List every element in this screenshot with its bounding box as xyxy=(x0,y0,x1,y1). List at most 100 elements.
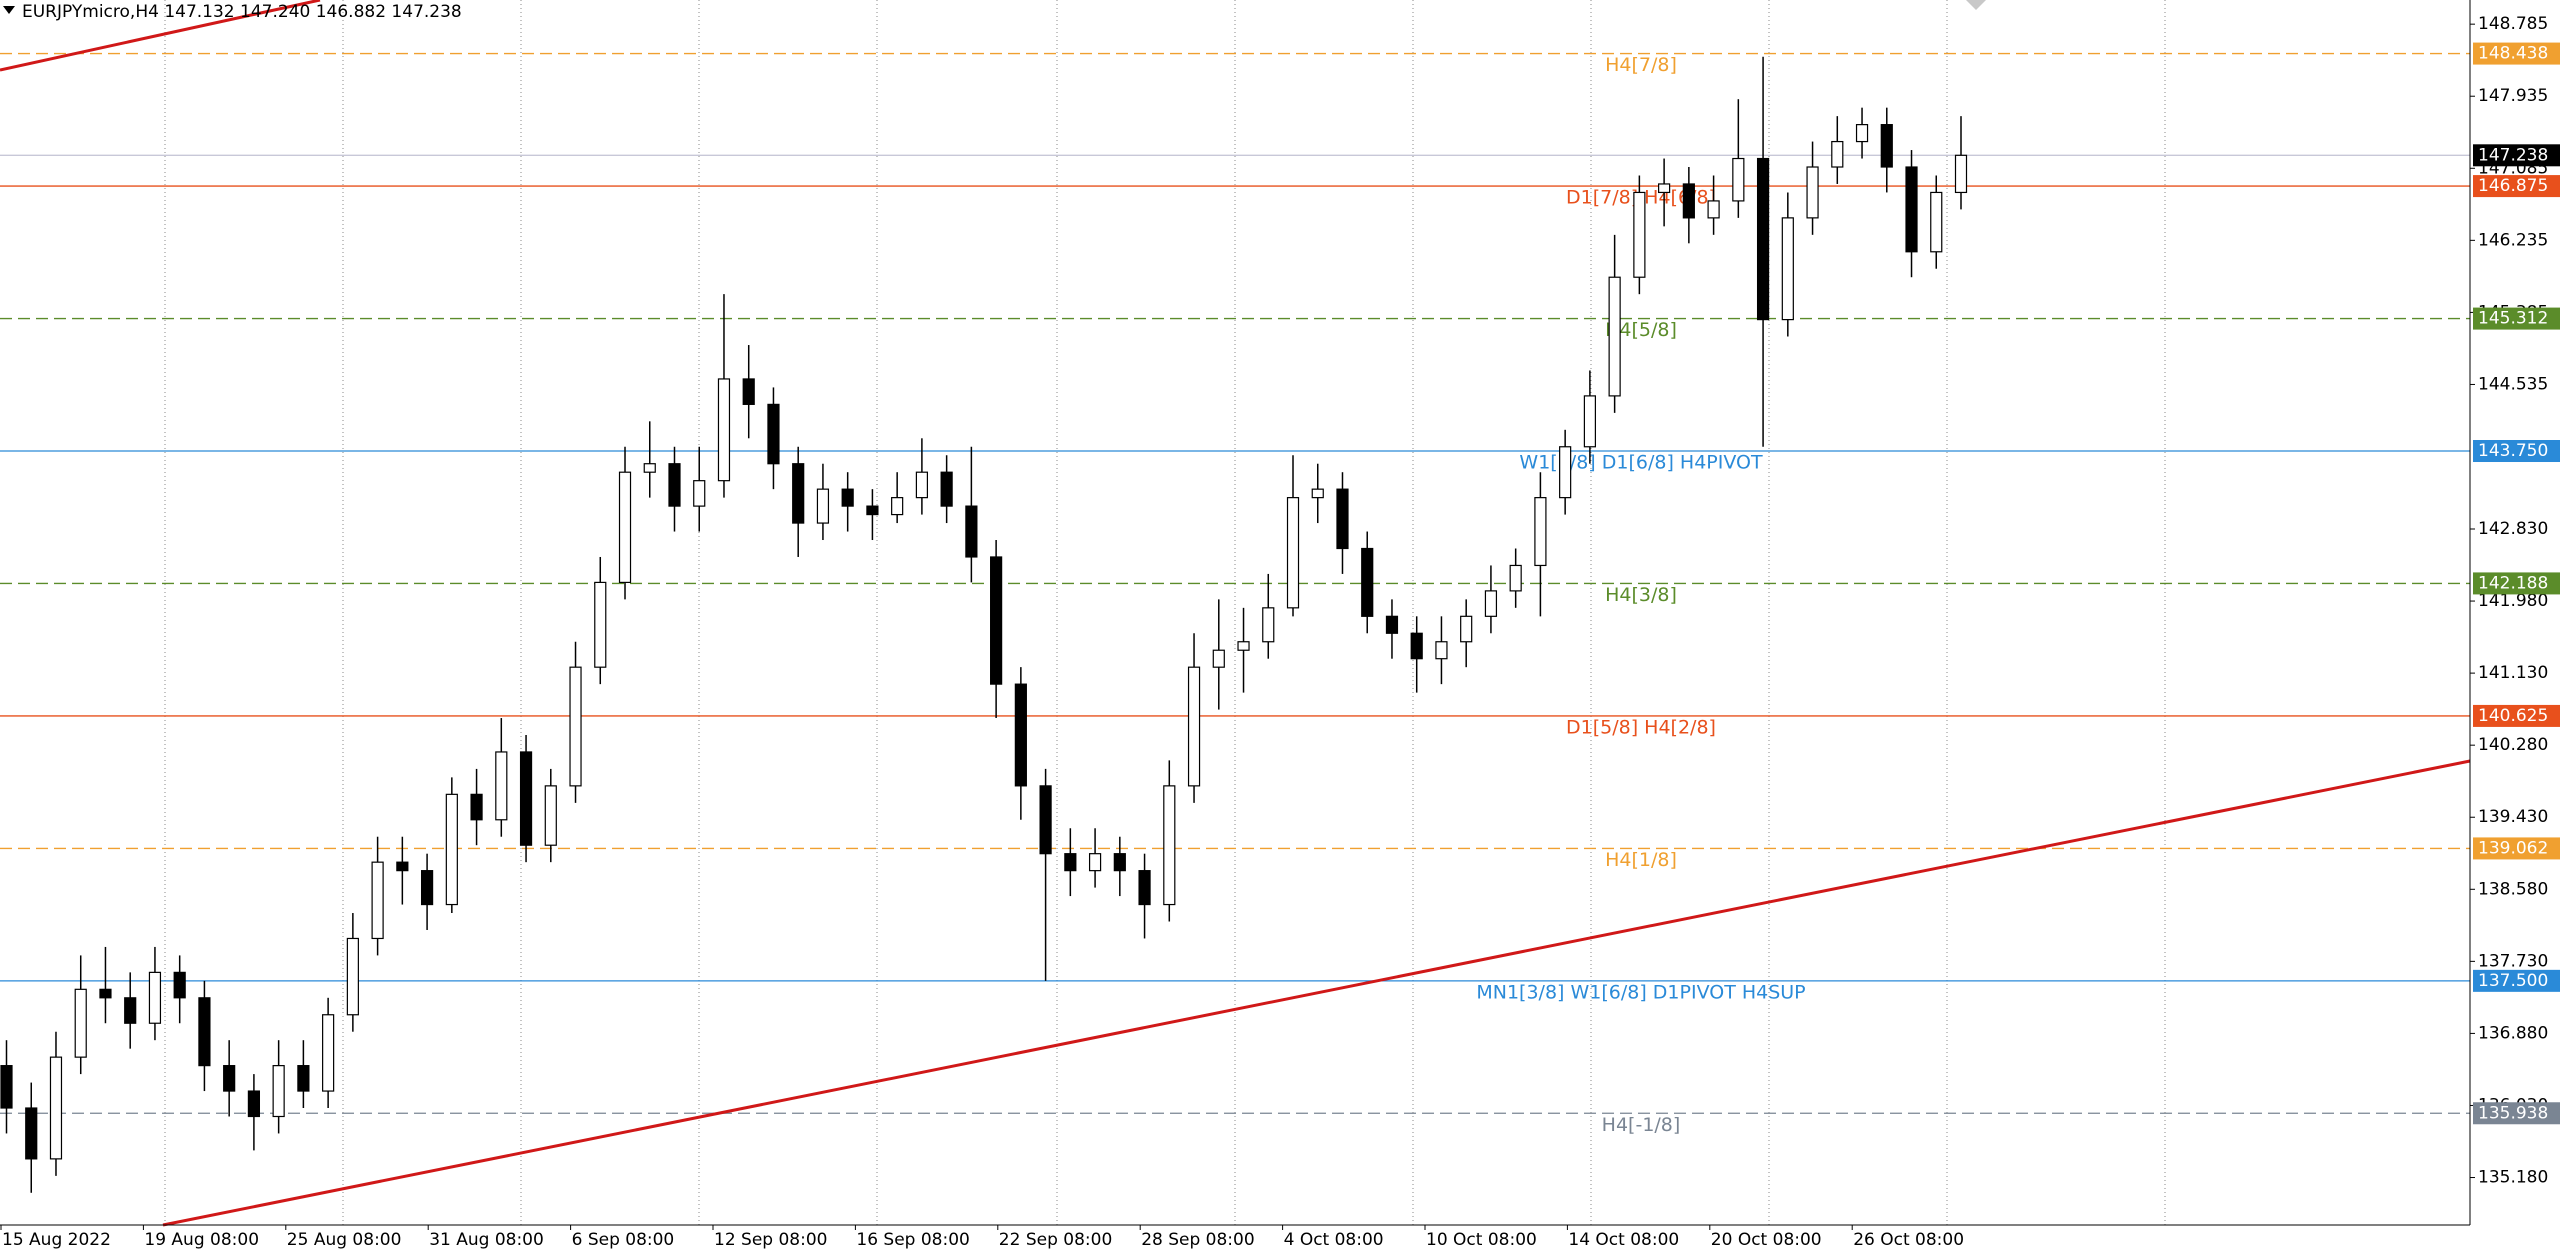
candle-body xyxy=(1855,124,1869,143)
y-tick-label: 141.130 xyxy=(2478,663,2548,683)
candle-body xyxy=(1138,870,1151,906)
y-tick-label: 135.180 xyxy=(2478,1168,2548,1188)
candle-body xyxy=(322,1014,335,1092)
y-tick-label: 141.980 xyxy=(2478,591,2548,611)
candle-body xyxy=(1905,166,1918,253)
candle-body xyxy=(223,1065,236,1092)
candle-body xyxy=(1064,853,1077,872)
axis: 148.785147.935147.085146.235145.385144.5… xyxy=(0,14,2560,1250)
candle-body xyxy=(470,793,483,821)
level-label: H4[1/8] xyxy=(1605,849,1677,871)
x-tick-label: 6 Sep 08:00 xyxy=(572,1230,675,1250)
level-label: H4[3/8] xyxy=(1605,584,1677,606)
candle-body xyxy=(594,581,607,668)
level-label: D1[5/8] H4[2/8] xyxy=(1566,716,1716,738)
candle-body xyxy=(1806,166,1819,219)
x-tick-label: 31 Aug 08:00 xyxy=(429,1230,544,1250)
candle-body xyxy=(99,988,112,999)
candle-body xyxy=(420,870,434,906)
candle-body xyxy=(1410,632,1423,660)
price-label-box xyxy=(2473,572,2560,595)
candle-body xyxy=(1336,488,1349,550)
candle-body xyxy=(891,497,904,516)
price-label-box xyxy=(2473,704,2560,727)
candle-body xyxy=(1954,154,1968,194)
x-tick-label: 12 Sep 08:00 xyxy=(714,1230,827,1250)
x-tick-label: 25 Aug 08:00 xyxy=(287,1230,402,1250)
price-label-box xyxy=(2473,440,2560,463)
price-label: 147.238 xyxy=(2478,145,2548,165)
candle-body xyxy=(841,488,854,507)
candle-body xyxy=(915,471,928,499)
candle-body xyxy=(1088,853,1102,872)
candle-body xyxy=(1930,191,1943,253)
trend-line xyxy=(162,759,2471,1227)
candle-body xyxy=(124,997,137,1024)
candle-body xyxy=(247,1090,261,1118)
candle-body xyxy=(965,505,978,558)
x-tick-label: 16 Sep 08:00 xyxy=(856,1230,969,1250)
candle-body xyxy=(1212,649,1225,668)
candle-body xyxy=(49,1056,63,1160)
candle-body xyxy=(1781,217,1794,321)
candle-body xyxy=(940,471,953,507)
candle-body xyxy=(1633,191,1646,278)
price-label-box xyxy=(2473,175,2560,198)
candles xyxy=(0,56,1968,1193)
price-label: 135.938 xyxy=(2478,1103,2548,1123)
candle-body xyxy=(1509,564,1522,592)
y-tick-label: 140.280 xyxy=(2478,735,2548,755)
menu-arrow[interactable] xyxy=(3,6,15,14)
candle-body xyxy=(990,556,1003,685)
x-tick-label: 10 Oct 08:00 xyxy=(1426,1230,1537,1250)
candle-body xyxy=(1237,641,1250,651)
grid xyxy=(164,0,2166,1225)
chart-title: EURJPYmicro,H4 147.132 147.240 146.882 1… xyxy=(22,2,462,22)
candle-body xyxy=(1286,497,1300,609)
candle-body xyxy=(767,403,780,465)
price-label-box xyxy=(2473,42,2560,65)
price-label: 142.188 xyxy=(2478,573,2548,593)
candle-body xyxy=(1608,276,1621,397)
x-tick-label: 20 Oct 08:00 xyxy=(1711,1230,1822,1250)
candle-body xyxy=(1460,615,1473,643)
candle-body xyxy=(1559,446,1572,499)
level-label: H4[5/8] xyxy=(1605,319,1677,341)
level-label: W1[7/8] D1[6/8] H4PIVOT xyxy=(1519,452,1763,474)
candle-body xyxy=(742,378,755,405)
level-label: MN1[3/8] W1[6/8] D1PIVOT H4SUP xyxy=(1476,981,1805,1003)
candle-body xyxy=(1262,607,1275,643)
candle-body xyxy=(272,1065,285,1118)
candle-body xyxy=(1732,157,1745,202)
price-label: 139.062 xyxy=(2478,838,2548,858)
price-label: 146.875 xyxy=(2478,176,2548,196)
x-tick-label: 4 Oct 08:00 xyxy=(1284,1230,1384,1250)
level-label: H4[7/8] xyxy=(1605,54,1677,76)
candle-body xyxy=(74,988,87,1058)
candle-body xyxy=(693,480,706,507)
candle-body xyxy=(173,971,186,999)
x-tick-label: 26 Oct 08:00 xyxy=(1853,1230,1964,1250)
price-label: 140.625 xyxy=(2478,706,2548,726)
candle-body xyxy=(1484,590,1498,617)
y-tick-label: 146.235 xyxy=(2478,230,2548,250)
price-label: 148.438 xyxy=(2478,44,2548,64)
x-tick-label: 15 Aug 2022 xyxy=(2,1230,111,1250)
trend-line xyxy=(0,0,321,72)
candle-body xyxy=(1014,683,1027,787)
candle-body xyxy=(1361,547,1374,617)
candle-body xyxy=(1113,853,1126,872)
candle-body xyxy=(569,666,582,787)
levels: H4[7/8]D1[7/8] H4[6/8]H4[5/8]W1[7/8] D1[… xyxy=(0,52,2470,1136)
price-label-box xyxy=(2473,144,2560,167)
candle-body xyxy=(816,488,830,524)
candle-body xyxy=(0,1065,13,1109)
y-tick-label: 138.580 xyxy=(2478,879,2548,899)
price-label-box xyxy=(2473,1102,2560,1125)
candle-body xyxy=(792,463,805,524)
price-label: 143.750 xyxy=(2478,441,2548,461)
price-label: 145.312 xyxy=(2478,309,2548,329)
candle-body xyxy=(1163,785,1176,906)
